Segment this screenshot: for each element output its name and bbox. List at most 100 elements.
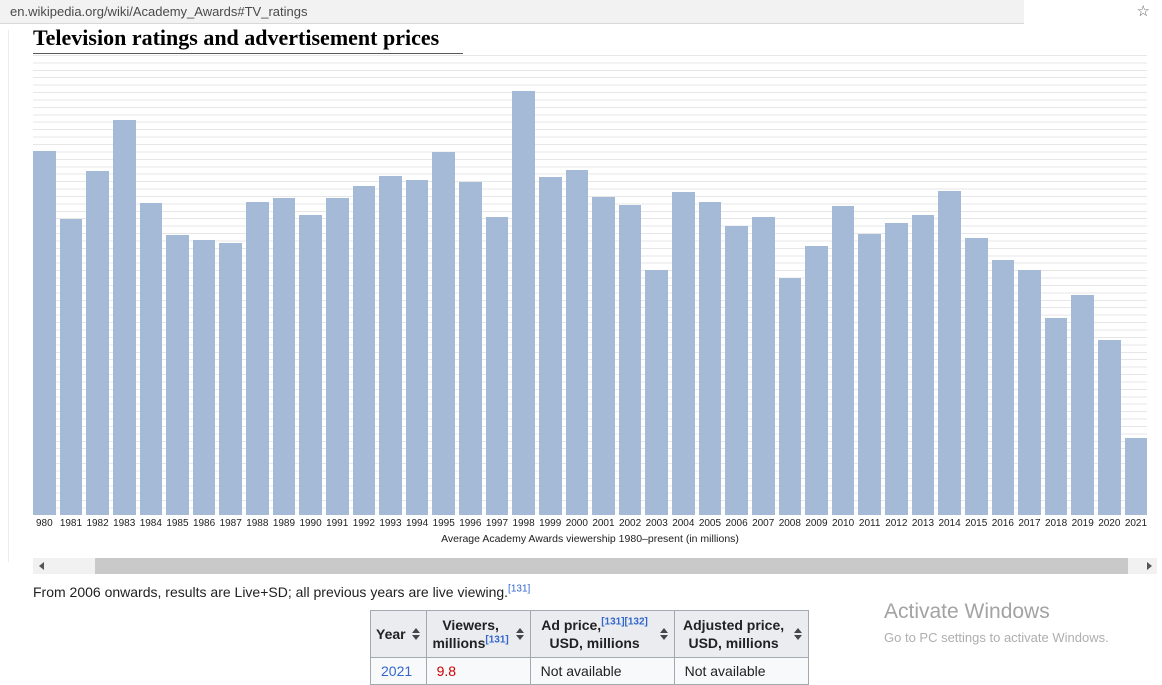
scroll-left-button[interactable] — [33, 558, 49, 574]
viewership-bar-chart — [33, 55, 1148, 515]
sort-up-arrow-icon — [659, 628, 668, 634]
scroll-right-button[interactable] — [1141, 558, 1157, 574]
sort-up-arrow-icon — [411, 628, 420, 634]
bar-column — [964, 55, 988, 515]
sort-icon-viewers[interactable] — [515, 628, 525, 641]
bar-1999 — [538, 176, 562, 515]
adjusted-price-header-label: Adjusted price, USD, millions — [680, 616, 788, 652]
x-tick-label: 1999 — [539, 518, 562, 529]
x-tick-label: 2003 — [645, 518, 668, 529]
sort-down-arrow-icon — [793, 635, 802, 641]
x-tick-label: 2011 — [858, 518, 881, 529]
section-heading: Television ratings and advertisement pri… — [33, 25, 464, 54]
bar-column — [592, 55, 615, 515]
cell-ad-price: Not available — [529, 657, 675, 685]
column-header-ad-price: Ad price,[131][132] USD, millions — [529, 609, 675, 659]
bar-column — [139, 55, 163, 515]
bar-column — [831, 55, 855, 515]
bar-2017 — [1018, 270, 1041, 515]
bar-column — [698, 55, 722, 515]
bar-2007 — [751, 216, 775, 515]
horizontal-scrollbar[interactable] — [33, 558, 1157, 574]
bar-column — [59, 55, 83, 515]
bar-column — [432, 55, 455, 515]
ad-price-line1: Ad price, — [541, 617, 602, 633]
sort-icon-adjusted-price[interactable] — [793, 628, 803, 641]
cell-adjusted-price: Not available — [673, 657, 809, 685]
bar-1998 — [512, 90, 535, 515]
bar-1996 — [459, 181, 482, 515]
bar-column — [299, 55, 322, 515]
bookmark-star-icon[interactable]: ☆ — [1136, 3, 1150, 20]
ad-price-ref-link[interactable]: [131][132] — [601, 616, 648, 628]
x-tick-label: 1981 — [59, 518, 83, 529]
year-2021-link[interactable]: 2021 — [381, 663, 413, 680]
x-tick-label: 1998 — [512, 518, 535, 529]
chart-gridlines — [33, 55, 1147, 515]
bar-2010 — [831, 205, 855, 515]
chart-frame-border — [8, 30, 9, 562]
x-tick-label: 1989 — [272, 518, 296, 529]
bar-column — [778, 55, 802, 515]
bar-column — [379, 55, 402, 515]
scroll-left-arrow-icon — [38, 562, 44, 570]
browser-url-bar[interactable]: en.wikipedia.org/wiki/Academy_Awards#TV_… — [0, 0, 1024, 24]
activate-windows-subtitle: Go to PC settings to activate Windows. — [884, 630, 1109, 645]
viewers-line1: Viewers, — [442, 617, 499, 633]
bar-column — [805, 55, 828, 515]
bar-column — [565, 55, 589, 515]
x-tick-label: 1986 — [192, 518, 216, 529]
x-tick-label: 2015 — [965, 518, 988, 529]
sort-icon-year[interactable] — [411, 628, 421, 641]
x-tick-label: 2001 — [592, 518, 615, 529]
chart-bars — [33, 55, 1148, 515]
bar-980 — [33, 151, 56, 515]
bar-column — [911, 55, 935, 515]
sort-icon-ad-price[interactable] — [659, 628, 669, 641]
bar-column — [246, 55, 269, 515]
bar-2003 — [645, 270, 668, 515]
bar-column — [86, 55, 109, 515]
x-tick-label: 2007 — [752, 518, 775, 529]
scrollbar-thumb[interactable] — [95, 558, 1128, 574]
column-header-adjusted-price: Adjusted price, USD, millions — [673, 609, 809, 659]
bar-column — [991, 55, 1015, 515]
bar-1983 — [112, 120, 136, 515]
bar-2002 — [618, 204, 642, 515]
bar-column — [751, 55, 775, 515]
x-tick-label: 980 — [35, 518, 53, 529]
bar-2004 — [672, 191, 695, 515]
bar-2021 — [1124, 437, 1148, 515]
bar-column — [645, 55, 668, 515]
bar-2020 — [1098, 339, 1121, 515]
bar-1992 — [352, 185, 376, 515]
x-tick-label: 2000 — [565, 518, 588, 529]
viewers-ref-link[interactable]: [131] — [485, 634, 509, 646]
bar-column — [166, 55, 189, 515]
cell-viewers: 9.8 — [425, 657, 531, 685]
activate-windows-watermark: Activate Windows Go to PC settings to ac… — [884, 600, 1109, 645]
x-tick-label: 2002 — [618, 518, 642, 529]
cell-year: 2021 — [370, 657, 427, 685]
bar-1985 — [166, 234, 189, 515]
column-header-year: Year — [370, 609, 427, 659]
bar-column — [485, 55, 509, 515]
bar-column — [672, 55, 695, 515]
bar-2001 — [592, 196, 615, 515]
sort-up-arrow-icon — [793, 628, 802, 634]
bar-column — [725, 55, 748, 515]
table-row-2021: 2021 9.8 Not available Not available — [370, 657, 809, 685]
bar-column — [352, 55, 376, 515]
reference-link-131[interactable]: [131] — [508, 583, 531, 595]
bar-column — [112, 55, 136, 515]
activate-windows-title: Activate Windows — [884, 600, 1050, 623]
bar-2015 — [964, 238, 988, 515]
x-tick-label: 2012 — [885, 518, 908, 529]
bar-2009 — [805, 245, 828, 515]
bar-column — [192, 55, 216, 515]
bar-1989 — [272, 198, 296, 515]
bar-column — [1044, 55, 1068, 515]
x-tick-label: 2006 — [725, 518, 748, 529]
column-header-viewers: Viewers, millions[131] — [425, 609, 531, 659]
url-text[interactable]: en.wikipedia.org/wiki/Academy_Awards#TV_… — [10, 4, 308, 19]
